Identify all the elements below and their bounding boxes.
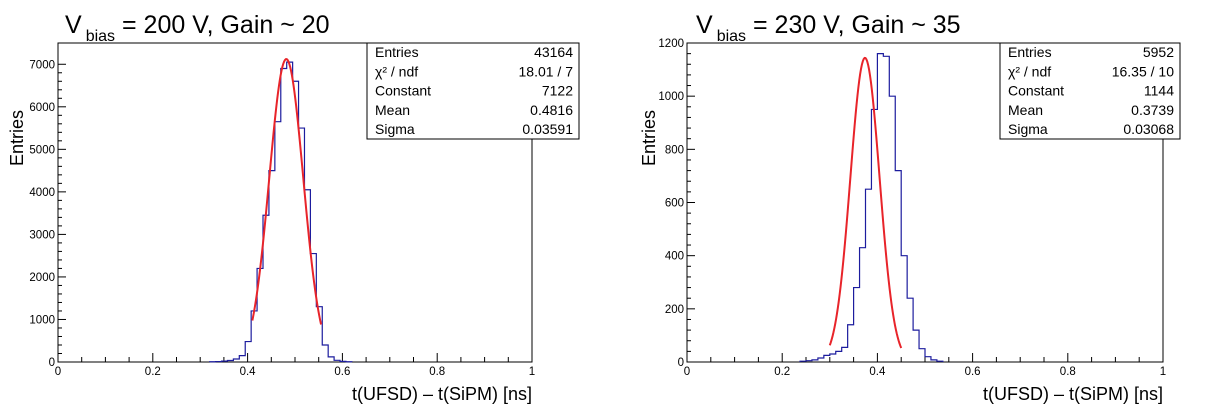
y-tick-label: 800 [665, 144, 684, 156]
y-axis-label: Entries [639, 110, 659, 166]
stats-value: 0.3739 [1131, 102, 1174, 118]
histogram-bins [209, 61, 353, 363]
stats-box-frame [999, 42, 1181, 140]
histogram-bin [866, 189, 872, 362]
stats-name: Constant [1008, 83, 1064, 99]
y-tick-label: 600 [665, 198, 684, 210]
stats-value: 0.03591 [522, 121, 573, 137]
x-tick-label: 0.4 [240, 366, 257, 378]
y-tick-label: 6000 [29, 102, 55, 114]
histogram-bin [328, 357, 334, 362]
histogram-bin [854, 288, 860, 362]
histogram-bin [824, 355, 830, 362]
stats-value: 7122 [542, 83, 573, 99]
y-axis: 0 200 400 600 800 1000 1200 [658, 38, 695, 369]
y-tick-label: 0 [49, 357, 55, 369]
x-tick-label: 0 [55, 366, 61, 378]
y-axis-label: Entries [7, 110, 27, 166]
y-tick-label: 200 [665, 304, 684, 316]
stats-name: Entries [1008, 44, 1052, 60]
x-axis-label: t(UFSD) – t(SiPM) [ns] [352, 384, 532, 404]
x-tick-label: 0.2 [774, 366, 790, 378]
histogram-outline [209, 61, 353, 363]
x-tick-label: 0.6 [965, 366, 981, 378]
gaussian-fit-curve [828, 56, 903, 349]
y-tick-label: 3000 [29, 229, 55, 241]
y-tick-label: 400 [665, 251, 684, 263]
y-tick-label: 0 [678, 357, 684, 369]
x-axis-label: t(UFSD) – t(SiPM) [ns] [983, 384, 1163, 404]
x-tick-label: 0.8 [1060, 366, 1076, 378]
histogram-bin [245, 342, 251, 362]
histogram-bin [919, 349, 925, 362]
stats-name: Constant [375, 83, 431, 99]
y-tick-label: 1000 [658, 91, 684, 103]
stats-value: 43164 [534, 44, 573, 60]
histogram-bin [287, 62, 293, 362]
histogram-bin [842, 347, 848, 362]
x-tick-label: 0.6 [334, 366, 350, 378]
x-tick-label: 0.2 [145, 366, 161, 378]
chart-title-rest: = 200 V, Gain ~ 20 [115, 11, 330, 39]
chart-title-main: V [65, 11, 82, 39]
histogram-bin [269, 171, 275, 362]
x-axis: 0 0.2 0.4 0.6 0.8 1 [55, 353, 535, 378]
stats-value: 0.4816 [530, 102, 573, 118]
histogram-bin [830, 354, 836, 362]
histogram-bin [913, 330, 919, 362]
histogram-bins [799, 53, 944, 362]
stats-box-frame [366, 42, 580, 140]
x-tick-label: 1 [529, 366, 535, 378]
y-tick-label: 1000 [29, 314, 55, 326]
x-tick-label: 0.4 [869, 366, 886, 378]
histogram-bin [883, 56, 889, 362]
stats-value: 1144 [1144, 83, 1174, 99]
stats-value: 0.03068 [1123, 121, 1174, 137]
x-tick-label: 1 [1160, 366, 1166, 378]
y-tick-label: 4000 [29, 187, 55, 199]
chart-title-subscript: bias [86, 28, 115, 45]
stats-name: χ² / ndf [1008, 63, 1051, 79]
stats-box: Entries 5952 χ² / ndf 16.35 / 10 Constant 114… [999, 42, 1181, 140]
y-tick-label: 5000 [29, 144, 55, 156]
gaussian-fit-curve [251, 58, 323, 325]
stats-value: 16.35 / 10 [1112, 63, 1174, 79]
histogram-bin [848, 325, 854, 362]
x-tick-label: 0 [684, 366, 690, 378]
stats-name: χ² / ndf [375, 63, 418, 79]
y-tick-label: 1200 [658, 38, 684, 50]
stats-box: Entries 43164 χ² / ndf 18.01 / 7 Constant 712… [366, 42, 580, 140]
chart-title-main: V [696, 11, 713, 39]
stats-name: Sigma [1008, 121, 1048, 137]
histogram-bin [901, 256, 907, 362]
histogram-bin [925, 357, 931, 362]
stats-value: 18.01 / 7 [519, 63, 574, 79]
y-tick-label: 7000 [29, 59, 55, 71]
histogram-bin [322, 345, 328, 362]
histogram-bin [907, 298, 913, 362]
stats-name: Sigma [375, 121, 415, 137]
x-tick-label: 0.8 [429, 366, 445, 378]
stats-name: Entries [375, 44, 419, 60]
stats-name: Mean [1008, 102, 1043, 118]
histogram-bin [281, 69, 287, 362]
chart-title-rest: = 230 V, Gain ~ 35 [746, 11, 961, 39]
histogram-bin [836, 351, 842, 362]
y-tick-label: 2000 [29, 272, 55, 284]
histogram-bin [275, 122, 281, 362]
histogram-bin [860, 248, 866, 362]
histogram-bin [239, 356, 245, 362]
x-axis: 0 0.2 0.4 0.6 0.8 1 [684, 353, 1166, 378]
chart-title-subscript: bias [717, 28, 746, 45]
y-axis: 0 1000 2000 3000 4000 5000 6000 7000 [29, 59, 66, 369]
stats-value: 5952 [1143, 44, 1174, 60]
stats-name: Mean [375, 102, 410, 118]
histogram-outline [799, 53, 944, 362]
